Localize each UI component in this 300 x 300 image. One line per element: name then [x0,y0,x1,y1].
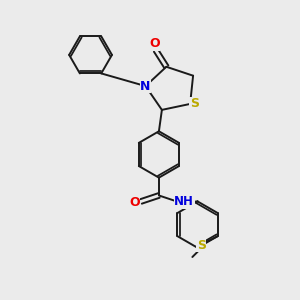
Text: S: S [197,238,206,252]
Text: S: S [190,98,199,110]
Text: O: O [129,196,140,209]
Text: NH: NH [174,195,194,208]
Text: N: N [140,80,151,93]
Text: O: O [149,38,160,50]
